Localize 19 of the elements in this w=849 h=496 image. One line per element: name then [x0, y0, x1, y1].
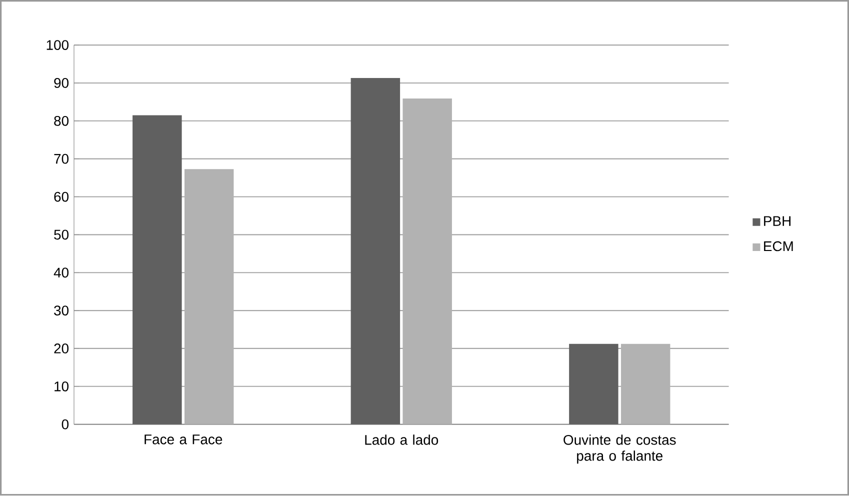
y-tick-label: 50 — [54, 230, 69, 240]
legend-label: PBH — [764, 216, 790, 226]
bar — [569, 344, 618, 424]
x-tick-label: Lado a lado — [365, 434, 438, 446]
y-tick-label: 0 — [62, 420, 69, 430]
x-tick-label: Face a Face — [144, 434, 222, 444]
bar — [350, 78, 400, 424]
y-tick-label: 70 — [54, 154, 69, 164]
y-tick-label: 10 — [54, 382, 69, 392]
legend-label: ECM — [764, 241, 793, 252]
y-tick-label: 30 — [54, 306, 69, 316]
y-tick-label: 90 — [54, 78, 69, 88]
y-tick-label: 80 — [54, 116, 69, 126]
y-tick-label: 20 — [54, 344, 69, 354]
y-tick-label: 40 — [54, 268, 69, 278]
bar — [132, 115, 182, 424]
y-tick-label: 100 — [46, 40, 69, 50]
x-tick-label: Ouvinte de costas para o falante — [564, 434, 676, 464]
y-tick-label: 60 — [54, 192, 69, 202]
